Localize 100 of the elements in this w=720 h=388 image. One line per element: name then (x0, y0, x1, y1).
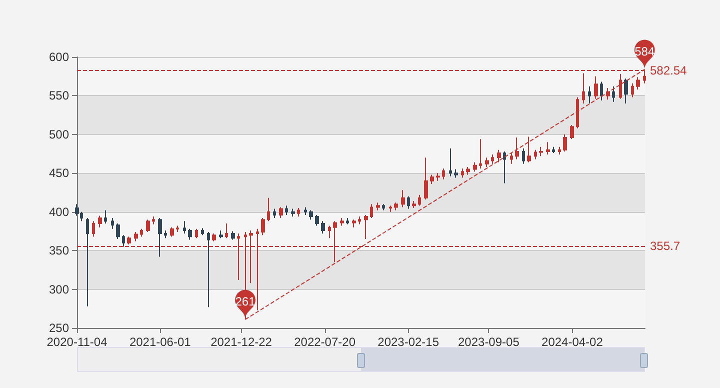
candlestick (261, 218, 265, 236)
candlestick (219, 230, 223, 239)
candlestick (631, 82, 634, 98)
candlestick (188, 228, 192, 240)
y-tick-label: 600 (48, 50, 70, 64)
candlestick (170, 226, 174, 238)
candlestick (436, 172, 440, 182)
candlestick (558, 146, 561, 156)
candlestick (412, 200, 416, 208)
y-tick-label: 250 (48, 321, 70, 335)
candlestick (164, 230, 167, 239)
candlestick (401, 190, 405, 208)
candlestick (497, 149, 501, 163)
candlestick (358, 216, 361, 225)
candlestick (407, 196, 410, 210)
y-tick-label: 550 (48, 88, 70, 103)
candlestick (86, 218, 89, 307)
annotation: 584 (634, 44, 655, 59)
x-tick-label: 2023-09-05 (458, 335, 520, 349)
x-tick-label: 2021-12-22 (210, 335, 272, 349)
candlestick (389, 205, 392, 212)
candlestick (382, 204, 385, 211)
ref-line-label: 582.54 (650, 64, 688, 78)
x-tick-label: 2024-04-02 (542, 335, 604, 349)
candlestick (279, 206, 283, 219)
candlestick (212, 233, 216, 242)
candlestick (461, 168, 464, 178)
candlestick (364, 214, 368, 240)
candlestick (394, 202, 398, 211)
candlestick (582, 72, 585, 104)
candlestick (570, 124, 574, 140)
y-tick-label: 500 (48, 127, 70, 142)
candlestick (418, 194, 421, 206)
y-tick-label: 400 (48, 204, 70, 219)
candlestick (370, 204, 373, 219)
candlestick (98, 215, 102, 228)
candlestick (176, 225, 179, 232)
candlestick (273, 208, 276, 219)
candlestick (225, 222, 228, 239)
candlestick (146, 219, 150, 232)
candlestick (104, 210, 107, 224)
candlestick (267, 197, 270, 222)
x-tick-label: 2023-02-15 (378, 335, 440, 349)
candlestick (134, 231, 138, 242)
y-tick-label: 450 (48, 166, 70, 180)
candlestick (92, 220, 95, 238)
candlestick (576, 96, 579, 129)
candlestick (636, 76, 640, 90)
candlestick (152, 216, 155, 225)
candlestick (201, 228, 204, 236)
y-tick-label: 300 (48, 282, 70, 296)
candlestick (522, 148, 525, 164)
candlestick (515, 137, 519, 160)
candlestick (612, 86, 615, 102)
candlestick (624, 78, 628, 104)
candlestick (140, 228, 143, 238)
x-tick-label: 2020-11-04 (46, 335, 108, 349)
candlestick (503, 150, 506, 184)
candlestick (563, 134, 567, 152)
candlestick (376, 202, 380, 211)
ref-line-label: 355.7 (650, 239, 680, 254)
candlestick (491, 154, 494, 164)
candlestick (231, 230, 235, 240)
candlestick (321, 220, 325, 234)
candlestick (442, 168, 445, 180)
candlestick (588, 86, 591, 104)
candlestick (352, 219, 356, 228)
candlestick (552, 146, 555, 154)
candlestick (473, 162, 477, 172)
candlestick (297, 207, 300, 218)
candlestick (600, 81, 603, 101)
candlestick (291, 208, 295, 218)
candlestick (116, 222, 120, 240)
candlestick (606, 87, 610, 100)
candlestick (304, 206, 307, 216)
candlestick (449, 148, 452, 177)
x-tick-label: 2022-07-20 (294, 335, 356, 349)
candlestick (309, 210, 313, 220)
candlestick (466, 166, 470, 176)
candlestick (546, 142, 550, 156)
candlestick (594, 76, 598, 100)
candlestick (534, 149, 537, 160)
candlestick (454, 168, 458, 178)
candlestick (195, 228, 198, 239)
candlestick (111, 218, 114, 230)
candlestick (340, 218, 344, 226)
candlestick (619, 74, 622, 100)
annotation: 261 (235, 294, 256, 309)
candlestick (285, 205, 288, 216)
candlestick (207, 231, 210, 308)
candlestick (527, 136, 531, 163)
candlestick (328, 225, 331, 239)
candlestick (485, 157, 489, 168)
candlestick (424, 157, 428, 200)
candlestick (315, 214, 319, 226)
y-tick-label: 350 (48, 244, 70, 258)
candlestick (346, 218, 349, 225)
x-tick-label: 2021-06-01 (129, 335, 192, 349)
candlestick (510, 152, 513, 164)
candlestick (539, 146, 543, 157)
